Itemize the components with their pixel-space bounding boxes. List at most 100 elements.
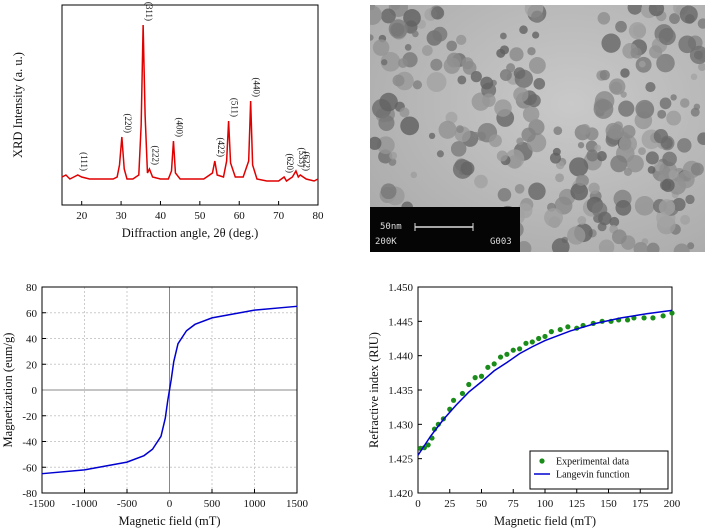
particle: [521, 127, 536, 142]
particle: [555, 173, 565, 183]
particle: [618, 100, 635, 117]
point: [491, 361, 497, 367]
particle: [609, 216, 620, 227]
point: [504, 351, 510, 357]
x-axis-label: Magnetic field (mT): [494, 514, 596, 528]
x-tick-label: 80: [313, 210, 325, 222]
tem-image: 50nm 200K G003: [370, 5, 705, 252]
y-tick-label: -20: [22, 411, 37, 423]
particle: [372, 39, 390, 56]
y-tick-label: 1.430: [388, 419, 413, 431]
x-tick-label: 175: [632, 498, 649, 510]
point: [485, 364, 491, 370]
particle: [648, 5, 665, 17]
particle: [505, 149, 525, 169]
particle: [649, 45, 663, 59]
particle: [605, 122, 622, 139]
particle: [608, 78, 626, 95]
particle: [432, 26, 448, 42]
peak-label: (620): [285, 154, 295, 174]
particle: [488, 134, 502, 148]
particle: [661, 178, 675, 192]
scale-label: 50nm: [380, 222, 402, 232]
point: [466, 381, 472, 388]
particle: [611, 229, 627, 245]
particle: [392, 74, 405, 87]
particle: [658, 27, 676, 46]
point: [650, 315, 656, 321]
particle: [482, 93, 496, 107]
scale-box: [370, 207, 520, 252]
particle: [633, 241, 648, 252]
x-tick-label: 25: [444, 498, 456, 510]
particle: [410, 171, 418, 179]
x-tick-label: 100: [537, 498, 554, 510]
particle: [438, 120, 457, 139]
particle: [380, 52, 401, 72]
particle: [428, 132, 436, 140]
particle: [456, 125, 464, 134]
particle: [443, 57, 461, 74]
particle: [575, 175, 587, 186]
point: [641, 315, 647, 321]
particle: [551, 238, 570, 252]
particle: [514, 183, 525, 194]
particle: [615, 20, 627, 33]
particle: [579, 124, 591, 135]
particle: [645, 81, 656, 93]
particle: [494, 99, 512, 117]
particle: [412, 80, 423, 90]
point: [450, 397, 457, 403]
particle: [627, 5, 643, 15]
particle: [379, 92, 398, 112]
particle: [596, 151, 607, 162]
point: [529, 339, 535, 345]
particle: [460, 161, 475, 176]
particle: [499, 45, 510, 55]
peak-label: (111): [79, 152, 89, 171]
particle: [426, 72, 447, 92]
particle: [378, 114, 395, 131]
particle: [679, 98, 690, 108]
particle: [519, 25, 528, 35]
particle: [634, 196, 655, 216]
chart: 0 25 50 75 100 125 150 175 200 1.420 1.425 1.430 1.4…: [367, 282, 681, 528]
point: [565, 324, 571, 330]
particle: [462, 61, 477, 75]
particle: [668, 169, 678, 180]
particle: [620, 68, 630, 78]
particle: [470, 71, 482, 83]
particle: [431, 6, 445, 20]
particle: [412, 30, 419, 38]
particle: [646, 242, 660, 252]
particle: [397, 58, 408, 68]
particle: [689, 45, 705, 65]
particle: [445, 111, 458, 124]
chart: 20 30 40 50 60 70 80 Diffraction angle, 2θ (deg…: [11, 2, 324, 240]
particle: [638, 60, 646, 68]
point: [557, 326, 563, 333]
particle: [388, 19, 408, 39]
x-tick-label: -1000: [72, 498, 98, 510]
particle: [516, 241, 532, 252]
particle: [673, 243, 690, 252]
peak-label: (622): [301, 152, 311, 172]
particle: [657, 109, 667, 119]
y-tick-label: 80: [26, 282, 38, 294]
particle: [662, 151, 677, 167]
x-tick-label: -1500: [29, 498, 55, 510]
particle: [517, 203, 533, 219]
particle: [599, 69, 610, 81]
particle: [527, 94, 541, 108]
x-axis-label: Magnetic field (mT): [118, 514, 220, 528]
peak-label: (440): [252, 78, 262, 98]
particle: [697, 132, 705, 146]
x-tick-label: 125: [569, 498, 586, 510]
y-axis-label: Magnetization (eum/g): [1, 333, 15, 448]
particle: [528, 182, 546, 201]
particle: [678, 35, 697, 54]
particle: [670, 94, 677, 101]
particle: [653, 129, 669, 144]
point: [425, 442, 431, 448]
particle: [399, 107, 410, 118]
